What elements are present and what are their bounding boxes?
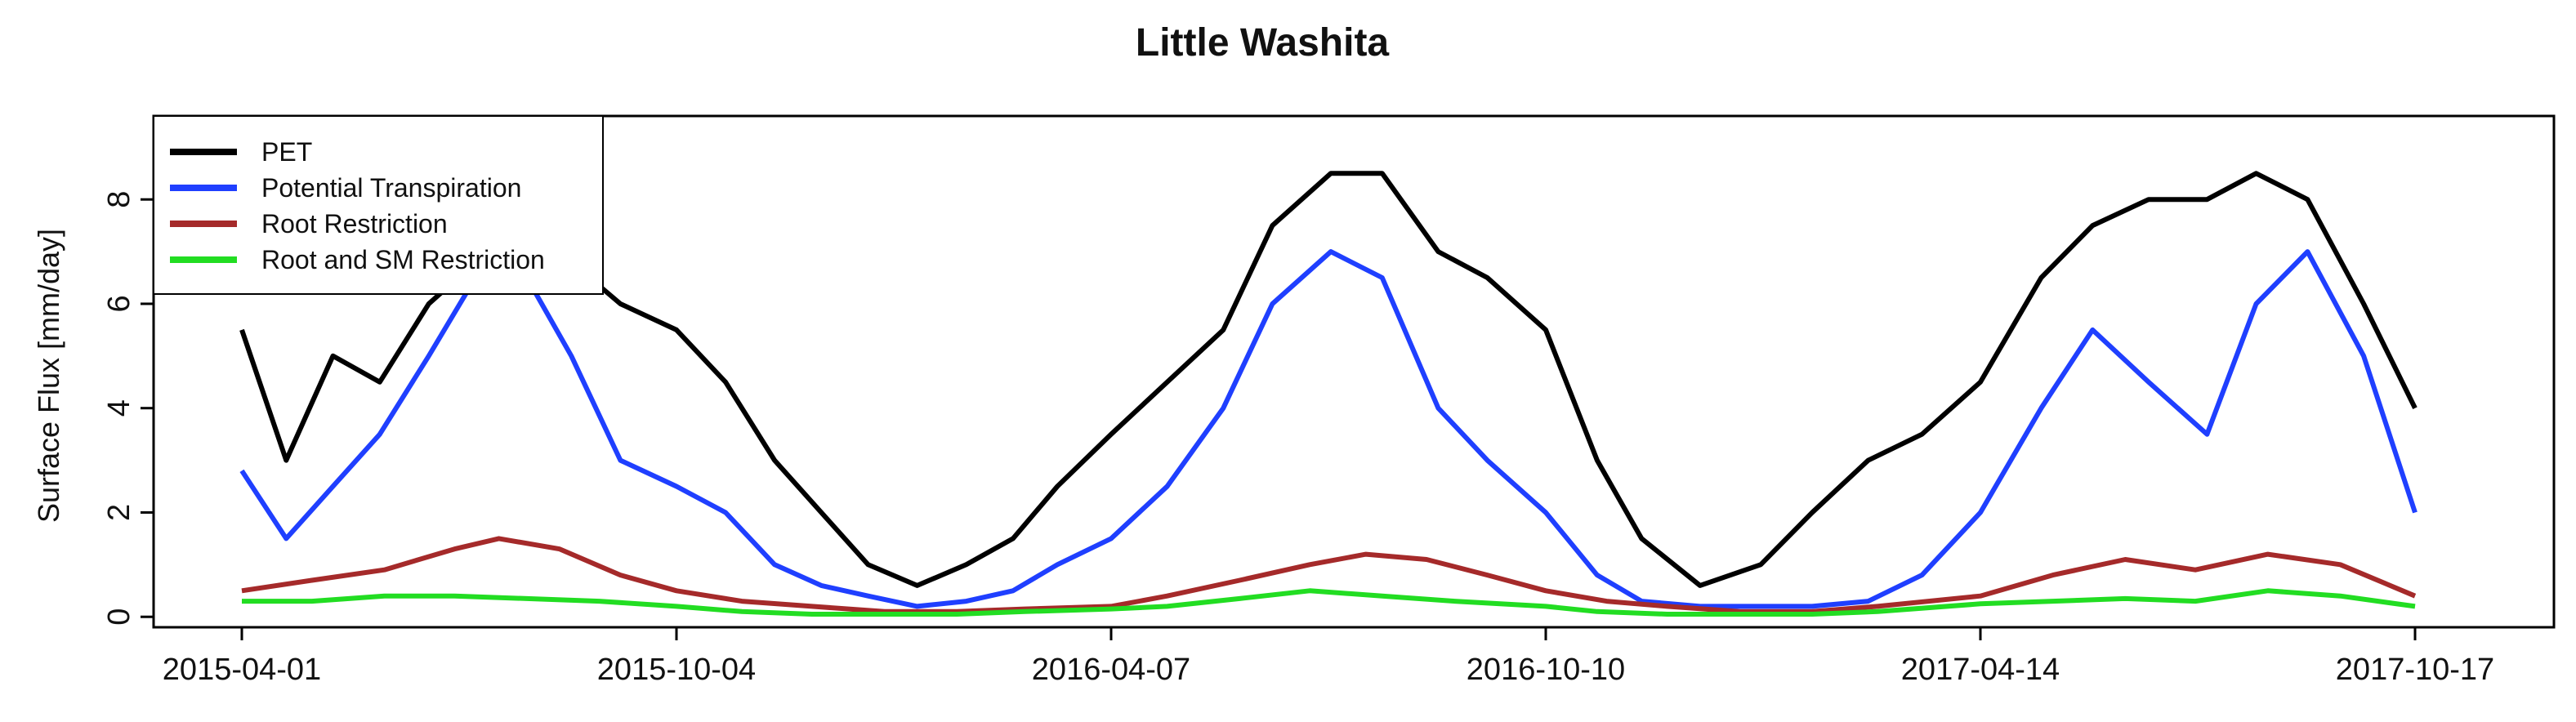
y-axis: 0 2 4 6 8 bbox=[102, 191, 154, 626]
x-tick-label: 2017-04-14 bbox=[1901, 653, 2060, 687]
chart-title: Little Washita bbox=[1136, 21, 1390, 65]
y-tick-label: 4 bbox=[102, 399, 136, 417]
x-tick-label: 2016-10-10 bbox=[1467, 653, 1625, 687]
legend-label: PET bbox=[261, 137, 312, 167]
series-line-3 bbox=[242, 588, 2416, 617]
y-tick-label: 2 bbox=[102, 504, 136, 521]
legend-label: Potential Transpiration bbox=[261, 173, 521, 203]
legend-label: Root Restriction bbox=[261, 209, 448, 238]
plot-frame bbox=[152, 114, 2556, 629]
legend-box bbox=[153, 115, 604, 295]
x-axis: 2015-04-01 2015-10-04 2016-04-07 2016-10-10… bbox=[163, 627, 2494, 687]
x-tick-label: 2015-04-01 bbox=[163, 653, 321, 687]
y-axis-label: Surface Flux [mm/day] bbox=[32, 229, 65, 523]
x-tick-label: 2015-10-04 bbox=[597, 653, 756, 687]
series-line-2 bbox=[241, 536, 2417, 614]
legend-label: Root and SM Restriction bbox=[261, 245, 545, 274]
series-line-1 bbox=[239, 249, 2418, 609]
legend: PET Potential Transpiration Root Restricti… bbox=[153, 115, 604, 295]
y-tick-label: 6 bbox=[102, 295, 136, 312]
x-tick-label: 2017-10-17 bbox=[2336, 653, 2494, 687]
y-tick-label: 0 bbox=[102, 608, 136, 626]
x-tick-label: 2016-04-07 bbox=[1032, 653, 1190, 687]
y-tick-label: 8 bbox=[102, 191, 136, 208]
